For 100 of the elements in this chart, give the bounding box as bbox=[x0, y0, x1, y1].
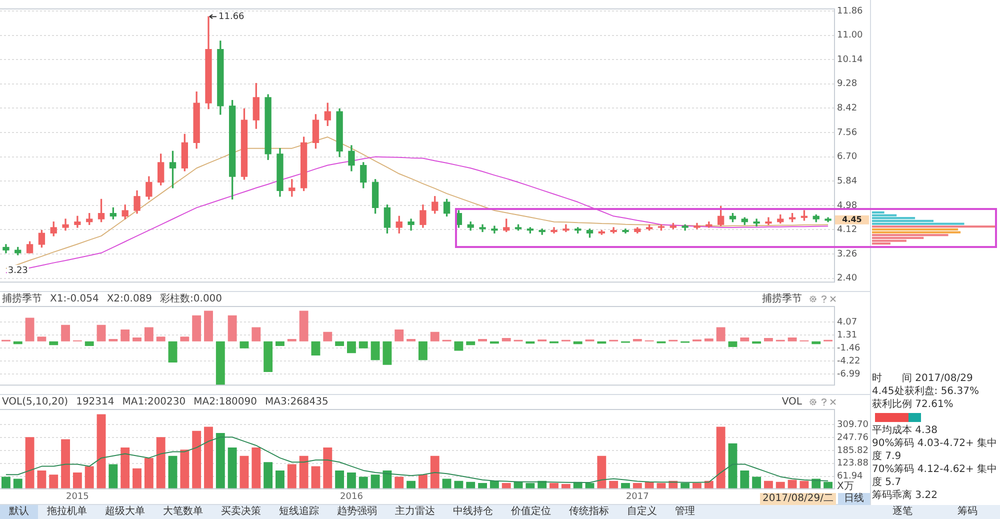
bar bbox=[132, 338, 142, 342]
bar bbox=[394, 330, 404, 342]
bar bbox=[597, 456, 606, 490]
y-tick-label: -6.99 bbox=[837, 370, 861, 380]
bar bbox=[418, 341, 428, 360]
bar bbox=[872, 222, 964, 225]
bar bbox=[466, 341, 476, 346]
bar bbox=[204, 310, 213, 342]
bar bbox=[872, 231, 961, 234]
bar bbox=[264, 462, 273, 490]
x-tick-label: 2017 bbox=[626, 492, 649, 502]
bar bbox=[287, 338, 296, 342]
x-tick-label: 2015 bbox=[66, 492, 89, 502]
bar bbox=[276, 470, 284, 490]
y-tick-label: 185.82 bbox=[837, 446, 868, 456]
text: X1:-0.054 bbox=[50, 294, 99, 305]
text: 4.45处获利盘: 56.37% bbox=[872, 386, 979, 397]
text: 捕捞季节 bbox=[762, 292, 802, 305]
bar bbox=[478, 338, 487, 342]
bar bbox=[299, 310, 308, 342]
bar bbox=[430, 332, 440, 342]
bar bbox=[84, 466, 94, 490]
bar bbox=[788, 338, 797, 342]
y-tick-label: 4.12 bbox=[837, 225, 858, 236]
y-tick-label: 123.88 bbox=[837, 458, 869, 469]
bar bbox=[716, 426, 726, 490]
text: 主力雷达 bbox=[394, 505, 436, 519]
y-tick-label: 2.40 bbox=[837, 274, 858, 284]
bar bbox=[49, 341, 58, 346]
y-tick-label: 6.70 bbox=[837, 152, 858, 162]
bar bbox=[61, 324, 70, 342]
bar bbox=[168, 456, 178, 490]
text: 短线追踪 bbox=[278, 505, 320, 519]
bar bbox=[61, 439, 70, 490]
text: MA1:200230 bbox=[122, 396, 186, 408]
y-tick-label: 309.70 bbox=[837, 420, 869, 430]
text: MA2:180090 bbox=[194, 396, 257, 408]
y-tick-label: 4.98 bbox=[837, 200, 858, 211]
bar bbox=[228, 315, 237, 342]
bar bbox=[168, 341, 178, 363]
text: 自定义 bbox=[626, 505, 658, 519]
bar bbox=[1, 476, 10, 490]
bar bbox=[108, 338, 118, 342]
y-tick-label: 7.56 bbox=[837, 128, 858, 138]
text: 筹码 bbox=[956, 505, 978, 519]
bar bbox=[323, 448, 332, 490]
y-tick-label: 61.94 bbox=[837, 472, 864, 482]
text: 筹码乖离 3.22 bbox=[872, 490, 938, 501]
bar bbox=[96, 414, 106, 490]
bar bbox=[323, 332, 332, 342]
text: 彩柱数:0.000 bbox=[160, 292, 222, 305]
bar bbox=[872, 234, 948, 236]
candlestick bbox=[694, 222, 700, 230]
text: 70%筹码 4.12-4.62+ 集中度 5.7 bbox=[872, 464, 998, 488]
bar bbox=[335, 341, 344, 346]
bar bbox=[252, 448, 261, 490]
y-tick-label: -4.22 bbox=[837, 356, 860, 367]
y-tick-label: 11.86 bbox=[837, 6, 864, 16]
annotation: 11.66 bbox=[218, 12, 245, 22]
y-tick-label: 8.42 bbox=[837, 104, 858, 114]
bar bbox=[382, 341, 392, 365]
text: 传统指标 bbox=[568, 505, 610, 519]
text: 趋势强弱 bbox=[336, 505, 378, 519]
bar bbox=[120, 448, 130, 490]
bar bbox=[49, 474, 58, 490]
bar bbox=[37, 336, 46, 342]
bar bbox=[144, 458, 154, 490]
chart-title: VOL(5,10,20) bbox=[2, 396, 68, 408]
bar bbox=[370, 474, 380, 490]
text: 大笔数单 bbox=[162, 505, 204, 519]
bar bbox=[216, 341, 225, 386]
bar bbox=[25, 318, 34, 342]
bar bbox=[144, 327, 154, 342]
text: 2017/08/29/二 bbox=[760, 493, 836, 505]
bar bbox=[252, 327, 261, 342]
candlestick bbox=[682, 224, 688, 231]
bar bbox=[216, 432, 225, 490]
bar bbox=[347, 341, 356, 354]
bar bbox=[192, 315, 202, 342]
x-tick-label: 2016 bbox=[340, 492, 364, 502]
bar bbox=[358, 341, 368, 348]
bar bbox=[418, 474, 428, 490]
bar bbox=[740, 470, 750, 490]
bar bbox=[240, 341, 249, 348]
bar bbox=[872, 228, 958, 230]
bar bbox=[108, 464, 118, 490]
text: 平均成本 4.38 bbox=[872, 425, 938, 436]
text: X2:0.089 bbox=[106, 294, 152, 305]
y-axis-title: X万 bbox=[837, 480, 854, 492]
bar bbox=[264, 341, 273, 372]
text: 逐笔 bbox=[892, 505, 914, 519]
bar bbox=[84, 341, 94, 346]
bar bbox=[204, 426, 213, 490]
y-tick-label: 1.31 bbox=[837, 330, 858, 340]
text: 日线 bbox=[838, 493, 870, 505]
bar bbox=[192, 430, 202, 490]
bar bbox=[872, 226, 995, 228]
text: 拖拉机单 bbox=[46, 505, 88, 519]
y-tick-label: 11.00 bbox=[837, 30, 864, 41]
bar bbox=[740, 338, 750, 342]
